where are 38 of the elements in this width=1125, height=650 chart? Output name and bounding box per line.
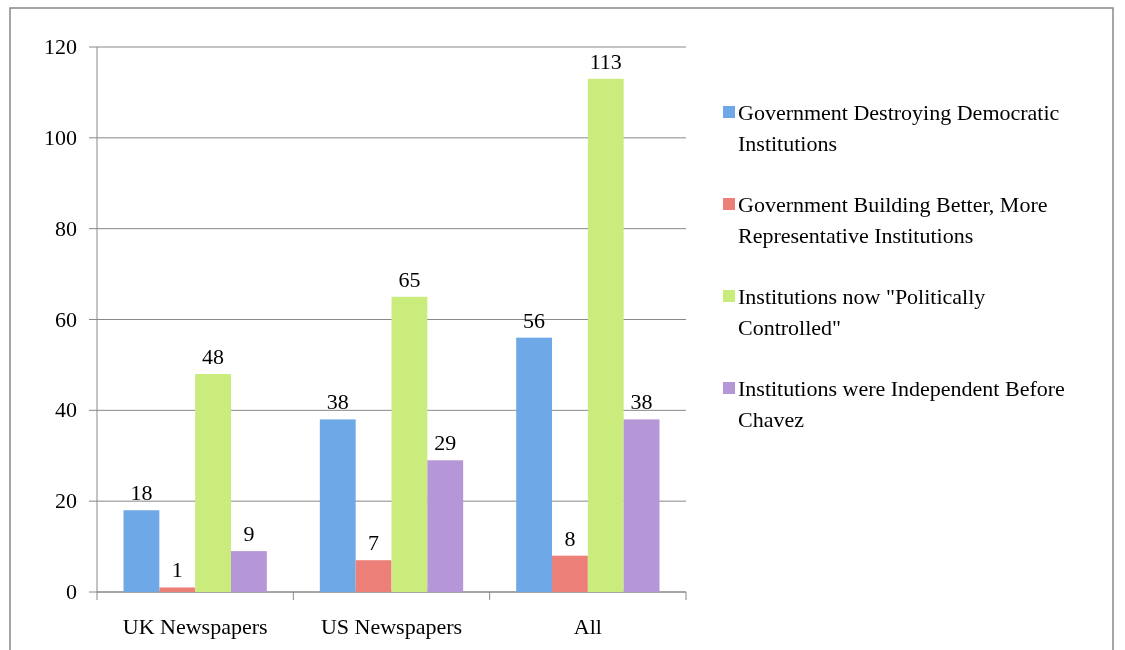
y-tick-label: 40	[55, 397, 77, 423]
data-label: 38	[630, 389, 653, 415]
bar	[355, 560, 392, 592]
bar	[159, 587, 196, 592]
y-tick-label: 0	[66, 579, 77, 604]
data-label: 8	[564, 525, 576, 551]
data-label: 1	[171, 557, 183, 583]
data-label: 38	[326, 389, 349, 415]
y-tick-label: 120	[44, 34, 77, 59]
data-label: 48	[202, 344, 225, 369]
y-tick-label: 80	[55, 215, 77, 241]
data-label: 65	[398, 266, 421, 292]
bar	[195, 374, 231, 592]
legend-label: Government Destroying Democratic Institutions	[738, 100, 1060, 156]
legend-label: Institutions now "Politically Controlled"	[738, 284, 986, 340]
bar	[623, 419, 660, 592]
data-label: 29	[434, 430, 457, 456]
y-tick-label: 100	[44, 124, 77, 150]
legend-label: Government Building Better, More Representative Institutions	[738, 192, 1048, 248]
x-tick-label: All	[573, 614, 602, 639]
bar	[516, 337, 552, 592]
x-tick-label: UK Newspapers	[122, 614, 268, 639]
bar	[552, 555, 588, 592]
bar	[427, 460, 464, 592]
bar	[319, 419, 356, 592]
y-tick-label: 20	[55, 488, 77, 514]
y-tick-label: 60	[55, 306, 77, 332]
bar	[391, 296, 428, 592]
bar	[123, 510, 160, 592]
data-label: 7	[368, 530, 380, 556]
x-tick-label: US Newspapers	[320, 614, 463, 639]
bar	[587, 78, 624, 592]
data-label: 56	[523, 307, 546, 333]
legend-label: Institutions were Independent Before Chavez	[738, 376, 1065, 432]
data-label: 9	[243, 521, 255, 547]
data-label: 113	[589, 48, 622, 74]
bar	[231, 551, 267, 592]
data-label: 18	[130, 480, 153, 506]
